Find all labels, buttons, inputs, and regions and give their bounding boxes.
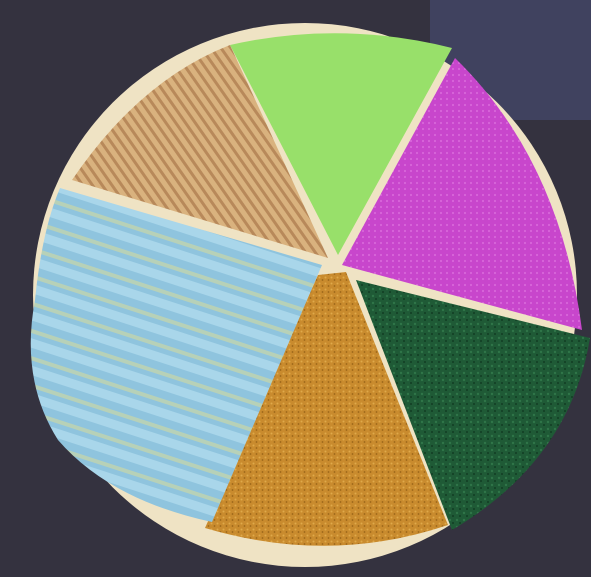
felt-segment: [342, 58, 582, 330]
yarn-segment: [30, 188, 322, 522]
corrugated-segment: [72, 45, 328, 258]
paper-segment: [230, 33, 452, 255]
sand-segment: [205, 272, 448, 546]
scrub-segment: [356, 280, 590, 530]
